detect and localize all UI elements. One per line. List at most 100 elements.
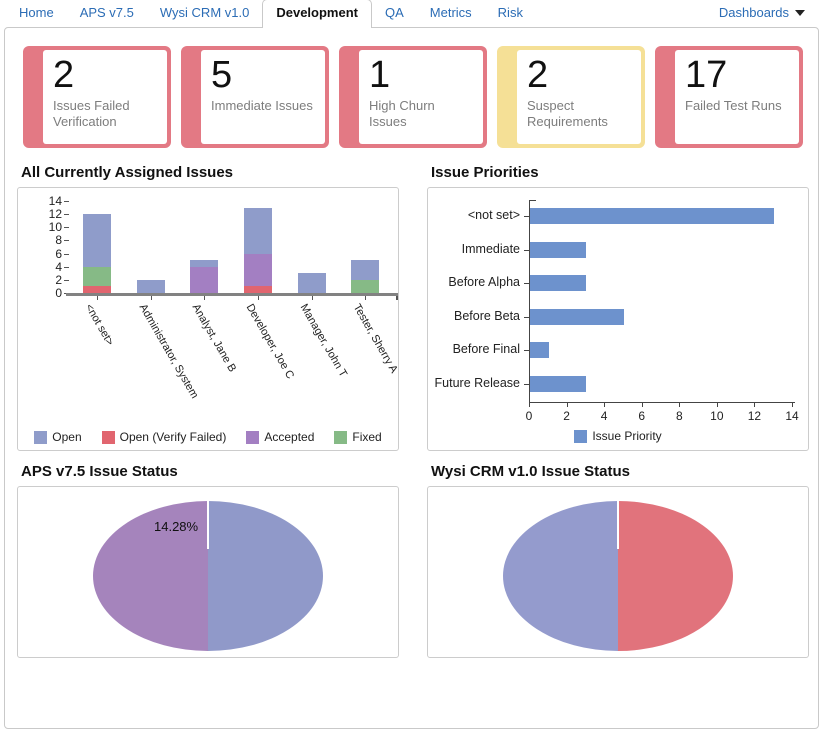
y-axis-label: 2	[55, 272, 62, 287]
y-axis-tick	[64, 279, 69, 281]
category-label: Immediate	[461, 241, 520, 256]
bar-segment	[351, 279, 380, 293]
card-value: 1	[369, 54, 391, 96]
y-axis-cap	[529, 200, 536, 201]
stacked-bar	[297, 273, 326, 293]
x-axis-tick	[150, 296, 152, 300]
y-axis-tick	[64, 227, 69, 229]
category-label: Analyst, Jane B	[189, 302, 239, 375]
x-axis-label: 10	[710, 409, 724, 423]
legend-item: Issue Priority	[574, 429, 662, 443]
x-axis-label: 4	[600, 409, 608, 423]
stacked-bar	[190, 260, 219, 293]
chart-legend: Open Open (Verify Failed) Accepted Fixed	[18, 430, 398, 444]
card-label: Immediate Issues	[211, 97, 313, 113]
dashboards-label: Dashboards	[718, 5, 789, 20]
x-axis-tick	[679, 403, 681, 407]
charts-row-1: All Currently Assigned Issues 0 2 4 6 8 10 12 1…	[5, 148, 818, 451]
card-body: 2 Suspect Requirements	[517, 50, 641, 144]
y-axis-label: 14	[48, 194, 62, 208]
category-label: <not set>	[467, 208, 520, 222]
legend-label: Issue Priority	[592, 429, 662, 443]
tab-wysi-crm-v1-0[interactable]: Wysi CRM v1.0	[159, 5, 250, 20]
bar	[530, 241, 587, 258]
y-axis-tick	[64, 253, 69, 255]
x-axis-line	[66, 293, 398, 296]
y-axis-tick	[524, 384, 529, 385]
category-label: <not set>	[82, 302, 116, 348]
legend-item: Open (Verify Failed)	[101, 430, 227, 444]
y-axis-tick	[524, 216, 529, 217]
tab-qa[interactable]: QA	[384, 5, 404, 20]
card-suspect-requirements[interactable]: 2 Suspect Requirements	[497, 46, 645, 148]
card-label: High Churn Issues	[369, 97, 435, 129]
legend-label: Open (Verify Failed)	[119, 430, 227, 444]
chart-title: APS v7.5 Issue Status	[21, 463, 178, 480]
card-high-churn-issues[interactable]: 1 High Churn Issues	[339, 46, 487, 148]
y-axis-tick	[524, 283, 529, 285]
bar-segment	[82, 214, 111, 267]
card-immediate-issues[interactable]: 5 Immediate Issues	[181, 46, 329, 148]
card-label: Suspect Requirements	[527, 97, 608, 129]
tab-risk[interactable]: Risk	[497, 5, 523, 20]
x-axis-tick	[792, 403, 793, 407]
tab-development[interactable]: Development	[262, 0, 372, 28]
y-axis-label: 12	[48, 207, 62, 222]
tab-aps-v7-5[interactable]: APS v7.5	[79, 5, 134, 20]
bar	[530, 342, 549, 359]
y-axis-tick	[64, 201, 69, 202]
card-label: Failed Test Runs	[685, 97, 782, 113]
y-axis-tick	[524, 249, 529, 251]
dashboards-dropdown[interactable]: Dashboards	[711, 0, 813, 27]
card-failed-test-runs[interactable]: 17 Failed Test Runs	[655, 46, 803, 148]
legend-item: Fixed	[334, 430, 382, 444]
x-axis-tick	[604, 403, 606, 407]
category-label: Before Final	[452, 342, 520, 357]
y-axis-tick	[64, 214, 69, 216]
chart-title: Issue Priorities	[431, 164, 539, 181]
tab-home[interactable]: Home	[19, 5, 54, 20]
bar	[530, 208, 775, 224]
bar-segment	[82, 266, 111, 287]
legend-swatch	[101, 430, 115, 444]
card-body: 5 Immediate Issues	[201, 50, 325, 144]
y-axis-tick	[64, 240, 69, 242]
x-axis-tick	[566, 403, 568, 407]
stacked-bar	[351, 260, 380, 293]
y-axis-label: 6	[55, 246, 62, 261]
x-axis-label: 2	[563, 409, 570, 423]
x-axis-tick	[641, 403, 643, 407]
category-label: Tester, Sherry A	[350, 302, 399, 376]
x-axis-tick	[204, 296, 206, 300]
pie-slice-divider	[207, 501, 209, 549]
pie-slice-divider	[617, 501, 619, 549]
card-value: 2	[527, 54, 549, 96]
pie-ellipse	[503, 501, 733, 651]
x-axis-tick	[716, 403, 718, 407]
stacked-bar	[82, 214, 111, 293]
issue-priorities-chart: <not set> Immediate Before Alpha Before Bet…	[427, 187, 809, 451]
card-value: 17	[685, 54, 728, 96]
tab-metrics[interactable]: Metrics	[429, 5, 472, 20]
x-axis-end-tick	[396, 296, 398, 300]
top-nav: Home APS v7.5 Wysi CRM v1.0 Development …	[0, 0, 823, 28]
stacked-bar	[243, 207, 272, 293]
x-axis-tick	[257, 296, 259, 300]
category-label: Developer, Joe C	[243, 302, 297, 382]
y-axis-line	[529, 200, 530, 402]
category-label: Future Release	[434, 376, 520, 390]
y-axis-tick	[64, 266, 69, 268]
x-axis-tick	[754, 403, 756, 407]
x-axis-label: 6	[638, 409, 646, 423]
issue-priorities-section: Issue Priorities <not set> Immediate Befor…	[427, 148, 809, 451]
chevron-down-icon	[795, 9, 805, 16]
assigned-issues-section: All Currently Assigned Issues 0 2 4 6 8 10 12 1…	[17, 148, 399, 451]
card-issues-failed-verification[interactable]: 2 Issues Failed Verification	[23, 46, 171, 148]
legend-swatch	[34, 430, 48, 444]
bar	[530, 376, 587, 392]
aps-issue-status-chart: 14.28%	[17, 486, 399, 658]
y-axis-label: 10	[48, 220, 62, 235]
legend-swatch	[574, 429, 588, 443]
legend-item: Accepted	[246, 430, 314, 444]
pie-ellipse	[93, 501, 323, 651]
